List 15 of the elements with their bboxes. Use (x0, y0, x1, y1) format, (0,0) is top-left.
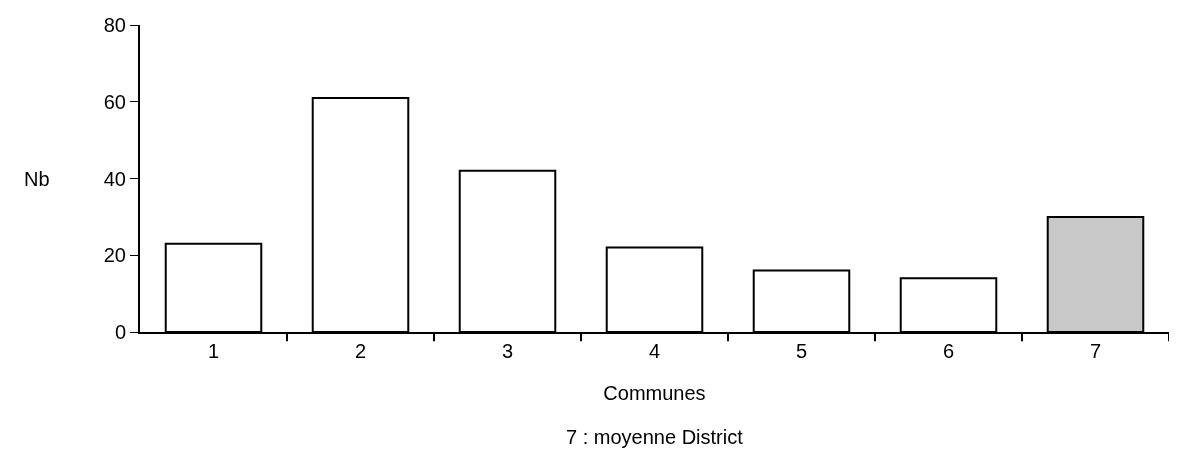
y-axis-title: Nb (24, 168, 50, 190)
y-tick-label: 0 (114, 321, 126, 343)
x-tick-label: 6 (942, 340, 955, 362)
x-tick-label: 4 (648, 340, 661, 362)
y-tick-label: 60 (103, 90, 126, 113)
y-tick-label: 40 (103, 167, 126, 190)
text: 7 : moyenne District (566, 426, 744, 448)
y-tick-label: 20 (103, 244, 126, 267)
x-tick-label: 7 (1089, 340, 1102, 362)
x-tick-label: 1 (207, 340, 220, 362)
y-tick-label: 80 (103, 14, 126, 36)
x-tick-label: 5 (795, 340, 808, 362)
x-axis-title: Communes (603, 382, 706, 404)
x-tick-label: 2 (354, 340, 367, 362)
x-tick-label: 3 (501, 340, 514, 362)
